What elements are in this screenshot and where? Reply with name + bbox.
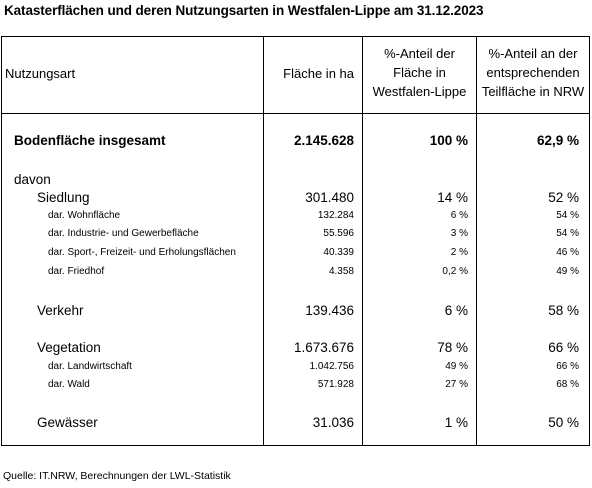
header-anteil-wl-line3: Westfalen-Lippe [372, 84, 467, 99]
table-row-share: 6 % [444, 303, 468, 318]
table-row-label: dar. Wald [48, 379, 90, 390]
table-frame [1, 36, 590, 446]
total-area: 2.145.628 [293, 133, 354, 148]
total-label: Bodenfläche insgesamt [14, 133, 166, 148]
table-row-nrw: 54 % [556, 228, 579, 239]
table-row-nrw: 52 % [548, 190, 579, 205]
table-row-share: 0,2 % [442, 266, 468, 277]
table-title: Katasterflächen und deren Nutzungsarten … [4, 3, 484, 18]
table-row-area: 301.480 [305, 190, 354, 205]
table-row-nrw: 58 % [548, 303, 579, 318]
table-row-nrw: 68 % [556, 379, 579, 390]
table-row-label: Gewässer [37, 415, 98, 430]
table-row-area: 31.036 [312, 415, 354, 430]
table-row-nrw: 50 % [548, 415, 579, 430]
table-row-area: 1.673.676 [293, 340, 354, 355]
header-anteil-nrw-line2: entsprechenden [486, 65, 580, 80]
column-divider [263, 36, 264, 446]
table-row-label: Siedlung [37, 190, 90, 205]
header-separator [1, 113, 590, 114]
source-note: Quelle: IT.NRW, Berechnungen der LWL-Sta… [3, 470, 231, 482]
table-row-label: dar. Landwirtschaft [48, 361, 132, 372]
header-anteil-wl-line2: Fläche in [393, 65, 446, 80]
table-row-share: 2 % [450, 247, 468, 258]
table-row-label: dar. Wohnfläche [48, 210, 121, 221]
table-row-label: dar. Friedhof [48, 266, 105, 277]
table-row-area: 132.284 [317, 210, 354, 221]
table-row-area: 1.042.756 [309, 361, 355, 372]
table-row-share: 3 % [450, 228, 468, 239]
table-row-area: 40.339 [323, 247, 354, 258]
table-row-area: 55.596 [323, 228, 354, 239]
total-nrw: 62,9 % [536, 133, 579, 148]
header-anteil-wl-line1: %-Anteil der [384, 46, 455, 61]
header-anteil-nrw-line3: Teilfläche in NRW [481, 84, 585, 99]
table-row-share: 1 % [444, 415, 468, 430]
table-row-area: 139.436 [305, 303, 354, 318]
table-row-nrw: 46 % [556, 247, 579, 258]
table-row-nrw: 66 % [556, 361, 579, 372]
table-row-nrw: 49 % [556, 266, 579, 277]
table-row-share: 49 % [445, 361, 468, 372]
header-anteil-nrw-line1: %-Anteil an der [488, 46, 578, 61]
header-flaeche: Fläche in ha [283, 66, 354, 81]
column-divider [476, 36, 477, 446]
table-row-area: 4.358 [328, 266, 354, 277]
table-row-label: dar. Sport-, Freizeit- und Erholungsfläc… [48, 247, 236, 258]
header-nutzungsart: Nutzungsart [5, 66, 76, 81]
total-share: 100 % [429, 133, 468, 148]
table-row-share: 78 % [437, 340, 468, 355]
table-row-nrw: 66 % [548, 340, 579, 355]
header-anteil-nrw: %-Anteil an der entsprechenden Teilfläch… [477, 44, 589, 101]
davon-label: davon [14, 172, 51, 187]
header-anteil-wl: %-Anteil der Fläche in Westfalen-Lippe [363, 44, 476, 101]
table-row-area: 571.928 [317, 379, 354, 390]
table-row-share: 6 % [450, 210, 468, 221]
table-row-share: 14 % [437, 190, 468, 205]
table-row-label: Verkehr [37, 303, 84, 318]
table-row-label: dar. Industrie- und Gewerbefläche [48, 228, 199, 239]
column-divider [362, 36, 363, 446]
table-row-label: Vegetation [37, 340, 101, 355]
table-row-nrw: 54 % [556, 210, 579, 221]
table-row-share: 27 % [445, 379, 468, 390]
